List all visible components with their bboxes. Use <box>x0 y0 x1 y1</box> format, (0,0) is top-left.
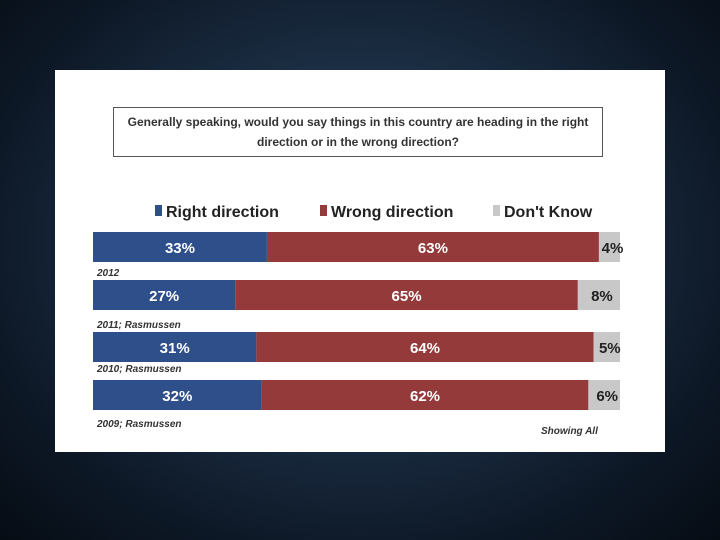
footnote: Showing All <box>541 426 598 437</box>
category-label-1: 2011; Rasmussen <box>96 320 181 331</box>
legend-label-2: Don't Know <box>504 204 593 221</box>
legend-label-1: Wrong direction <box>331 204 453 221</box>
data-label-2-1: 64% <box>410 340 440 357</box>
data-label-0-2: 4% <box>602 240 624 257</box>
bar-2-1 <box>256 332 594 362</box>
bar-2-2 <box>593 332 620 362</box>
data-label-3-1: 62% <box>410 388 440 405</box>
category-label-0: 2012 <box>96 268 120 279</box>
stacked-bar-chart: Right direction Wrong direction Don't Know… <box>93 204 624 437</box>
bar-1-2 <box>577 280 620 310</box>
bar-0-1 <box>266 232 599 262</box>
bar-0-0 <box>93 232 267 262</box>
bar-1-0 <box>93 280 236 310</box>
data-label-1-0: 27% <box>149 288 179 305</box>
bar-1-1 <box>235 280 578 310</box>
category-label-2: 2010; Rasmussen <box>96 364 182 375</box>
bar-0-2 <box>598 232 620 262</box>
bar-3-1 <box>261 380 589 410</box>
bar-3-2 <box>588 380 620 410</box>
bar-3-0 <box>93 380 262 410</box>
data-label-2-2: 5% <box>599 340 621 357</box>
chart-title: Generally speaking, would you say things… <box>113 107 603 157</box>
legend-swatch-2 <box>493 205 500 216</box>
data-label-1-1: 65% <box>392 288 422 305</box>
data-label-3-0: 32% <box>162 388 192 405</box>
data-label-2-0: 31% <box>160 340 190 357</box>
category-label-3: 2009; Rasmussen <box>96 419 182 430</box>
data-label-1-2: 8% <box>591 288 613 305</box>
legend-swatch-1 <box>320 205 327 216</box>
chart-slide: Generally speaking, would you say things… <box>55 70 665 452</box>
data-label-3-2: 6% <box>596 388 618 405</box>
data-label-0-0: 33% <box>165 240 195 257</box>
bar-2-0 <box>93 332 257 362</box>
legend-label-0: Right direction <box>166 204 279 221</box>
legend-swatch-0 <box>155 205 162 216</box>
data-label-0-1: 63% <box>418 240 448 257</box>
